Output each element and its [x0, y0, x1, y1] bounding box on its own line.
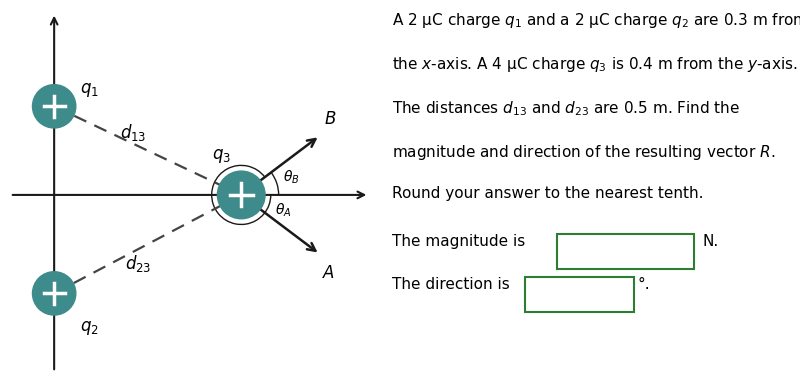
Text: °.: °.	[638, 277, 650, 292]
FancyBboxPatch shape	[526, 277, 634, 312]
Text: N.: N.	[702, 234, 718, 249]
Text: Round your answer to the nearest tenth.: Round your answer to the nearest tenth.	[392, 186, 704, 201]
Text: $A$: $A$	[322, 264, 335, 282]
Circle shape	[33, 272, 76, 315]
Text: $d_{23}$: $d_{23}$	[125, 253, 151, 274]
Circle shape	[218, 171, 265, 219]
FancyBboxPatch shape	[557, 234, 694, 269]
Text: The direction is: The direction is	[392, 277, 510, 292]
Text: The magnitude is: The magnitude is	[392, 234, 526, 249]
Text: $d_{13}$: $d_{13}$	[120, 122, 146, 143]
Text: 0: 0	[534, 281, 543, 296]
Text: $q_1$: $q_1$	[80, 81, 98, 99]
Text: $\theta_A$: $\theta_A$	[274, 202, 291, 219]
Text: magnitude and direction of the resulting vector $R$.: magnitude and direction of the resulting…	[392, 142, 776, 162]
Text: A 2 μC charge $q_1$ and a 2 μC charge $q_2$ are 0.3 m from: A 2 μC charge $q_1$ and a 2 μC charge $q…	[392, 11, 800, 30]
Text: $\theta_B$: $\theta_B$	[282, 168, 299, 186]
Text: $q_2$: $q_2$	[80, 319, 98, 337]
Circle shape	[33, 85, 76, 128]
Text: $q_3$: $q_3$	[212, 147, 231, 165]
Text: 0.5: 0.5	[565, 238, 589, 252]
Text: $B$: $B$	[324, 110, 336, 128]
Text: The distances $d_{13}$ and $d_{23}$ are 0.5 m. Find the: The distances $d_{13}$ and $d_{23}$ are …	[392, 99, 741, 117]
Text: the $x$-axis. A 4 μC charge $q_3$ is 0.4 m from the $y$-axis.: the $x$-axis. A 4 μC charge $q_3$ is 0.4…	[392, 55, 798, 74]
